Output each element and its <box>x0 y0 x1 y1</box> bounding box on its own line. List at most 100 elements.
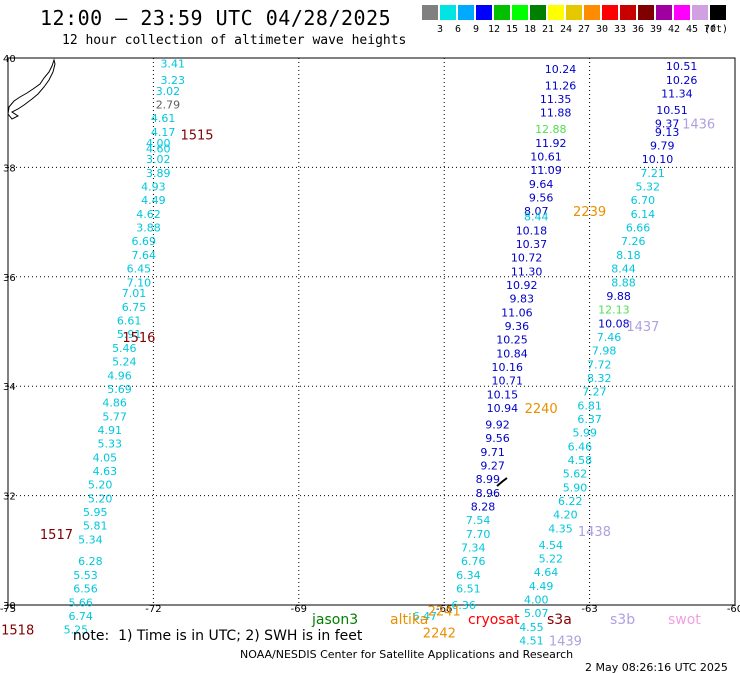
wave-height-value: 4.91 <box>98 424 123 437</box>
footnote: note: 1) Time is in UTC; 2) SWH is in fe… <box>64 612 701 644</box>
lon-tick-label: -63 <box>581 604 597 615</box>
wave-height-value: 4.55 <box>519 621 544 634</box>
wave-height-value: 9.36 <box>505 320 530 333</box>
pass-number-label: 1518 <box>1 624 34 639</box>
scale-swatch <box>710 5 726 20</box>
scale-label: 39 <box>649 24 663 35</box>
wave-height-value: 4.61 <box>151 112 176 125</box>
scale-label: 6 <box>454 24 462 35</box>
wave-height-value: 10.84 <box>496 347 528 360</box>
wave-height-value: 4.64 <box>534 566 559 579</box>
wave-height-value: 4.60 <box>146 142 171 155</box>
wave-height-value: 10.18 <box>516 224 548 237</box>
pass-number-label: 2241 <box>428 604 461 619</box>
scale-label: 3 <box>436 24 444 35</box>
wave-height-value: 5.99 <box>573 427 598 440</box>
wave-height-value: 11.09 <box>530 164 562 177</box>
wave-height-value: 8.99 <box>476 473 501 486</box>
scale-swatch <box>620 5 636 20</box>
map-frame <box>7 57 736 606</box>
wave-height-value: 6.46 <box>568 440 593 453</box>
wave-height-value: 4.35 <box>548 522 573 535</box>
wave-height-value: 6.34 <box>456 569 481 582</box>
wave-height-value: 10.94 <box>487 402 519 415</box>
lon-tick-label: -72 <box>145 604 161 615</box>
pass-number-label: 2239 <box>573 205 606 220</box>
wave-height-value: 7.26 <box>621 235 646 248</box>
wave-height-value: 5.25 <box>64 624 89 637</box>
scale-swatch <box>602 5 618 20</box>
wave-height-value: 10.16 <box>491 361 523 374</box>
wave-height-value: 5.46 <box>112 342 137 355</box>
wave-height-value: 5.90 <box>563 481 588 494</box>
wave-height-value: 8.88 <box>611 276 636 289</box>
wave-height-value: 11.34 <box>661 88 693 101</box>
scale-swatch <box>512 5 528 20</box>
wave-height-value: 9.83 <box>509 293 534 306</box>
wave-height-value: 10.51 <box>666 60 698 73</box>
wave-height-value: 6.74 <box>68 610 93 623</box>
scale-unit: (ft) <box>704 24 729 35</box>
wave-height-value: 6.14 <box>631 208 656 221</box>
wave-height-value: 11.26 <box>545 79 577 92</box>
scale-swatch <box>476 5 492 20</box>
scale-swatch <box>692 5 708 20</box>
wave-height-value: 9.64 <box>529 178 554 191</box>
wave-height-value: 6.61 <box>117 315 142 328</box>
scale-label: 36 <box>631 24 645 35</box>
wave-height-value: 5.69 <box>107 383 132 396</box>
wave-height-value: 5.62 <box>563 468 588 481</box>
satellite-legend-altika: altika <box>390 612 429 628</box>
wave-height-value: 11.30 <box>511 265 543 278</box>
wave-height-value: 10.92 <box>506 279 538 292</box>
scale-swatch <box>458 5 474 20</box>
timestamp: 2 May 08:26:16 UTC 2025 <box>585 661 728 674</box>
scale-label: 27 <box>577 24 591 35</box>
wave-height-value: 10.15 <box>487 388 519 401</box>
pass-number-label: 2242 <box>423 626 456 641</box>
wave-height-value: 6.28 <box>78 555 103 568</box>
footnote-text: note: 1) Time is in UTC; 2) SWH is in fe… <box>72 628 363 644</box>
wave-height-value: 5.24 <box>112 356 137 369</box>
wave-height-value: 3.41 <box>161 57 186 70</box>
wave-height-value: 4.51 <box>519 635 544 648</box>
lat-tick-label: 34 <box>3 382 16 393</box>
wave-height-value: 6.47 <box>413 610 438 623</box>
wave-height-value: 6.70 <box>631 194 656 207</box>
wave-height-value: 6.69 <box>131 235 156 248</box>
wave-height-value: 9.27 <box>480 460 505 473</box>
wave-height-value: 7.01 <box>122 287 147 300</box>
lat-tick-label: 30 <box>3 601 16 612</box>
wave-height-value: 8.32 <box>587 372 612 385</box>
wave-height-value: 9.88 <box>606 290 631 303</box>
wave-height-value: 6.66 <box>626 222 651 235</box>
wave-height-value: 8.28 <box>471 501 496 514</box>
lat-tick-label: 36 <box>3 273 16 284</box>
wave-height-value: 7.70 <box>466 528 491 541</box>
wave-height-value: 6.81 <box>577 399 602 412</box>
scale-label: 33 <box>613 24 627 35</box>
wave-height-value: 9.56 <box>485 432 510 445</box>
map-subtitle: 12 hour collection of altimeter wave hei… <box>62 33 407 48</box>
satellite-legend-s3b: s3b <box>610 612 636 628</box>
wave-height-value: 5.77 <box>102 410 127 423</box>
wave-height-value: 7.72 <box>587 358 612 371</box>
wave-height-value: 5.66 <box>68 596 93 609</box>
wave-height-value: 11.92 <box>535 137 567 150</box>
wave-height-value: 10.37 <box>516 238 548 251</box>
wave-height-value: 5.07 <box>524 607 549 620</box>
wave-height-value: 4.96 <box>107 369 132 382</box>
wave-height-value: 9.71 <box>480 446 505 459</box>
wave-height-value: 6.22 <box>558 495 583 508</box>
scale-label: 42 <box>667 24 681 35</box>
wave-height-value: 4.05 <box>93 451 118 464</box>
wave-height-value: 10.08 <box>598 317 630 330</box>
scale-label: 15 <box>505 24 519 35</box>
wave-height-value: 10.71 <box>491 375 523 388</box>
lat-tick-label: 40 <box>3 54 16 65</box>
wave-height-value: 9.79 <box>650 140 675 153</box>
wave-height-value: 5.53 <box>73 569 98 582</box>
wave-height-value: 4.58 <box>568 454 593 467</box>
wave-height-value: 4.20 <box>553 509 578 522</box>
wave-height-value: 3.02 <box>146 153 171 166</box>
